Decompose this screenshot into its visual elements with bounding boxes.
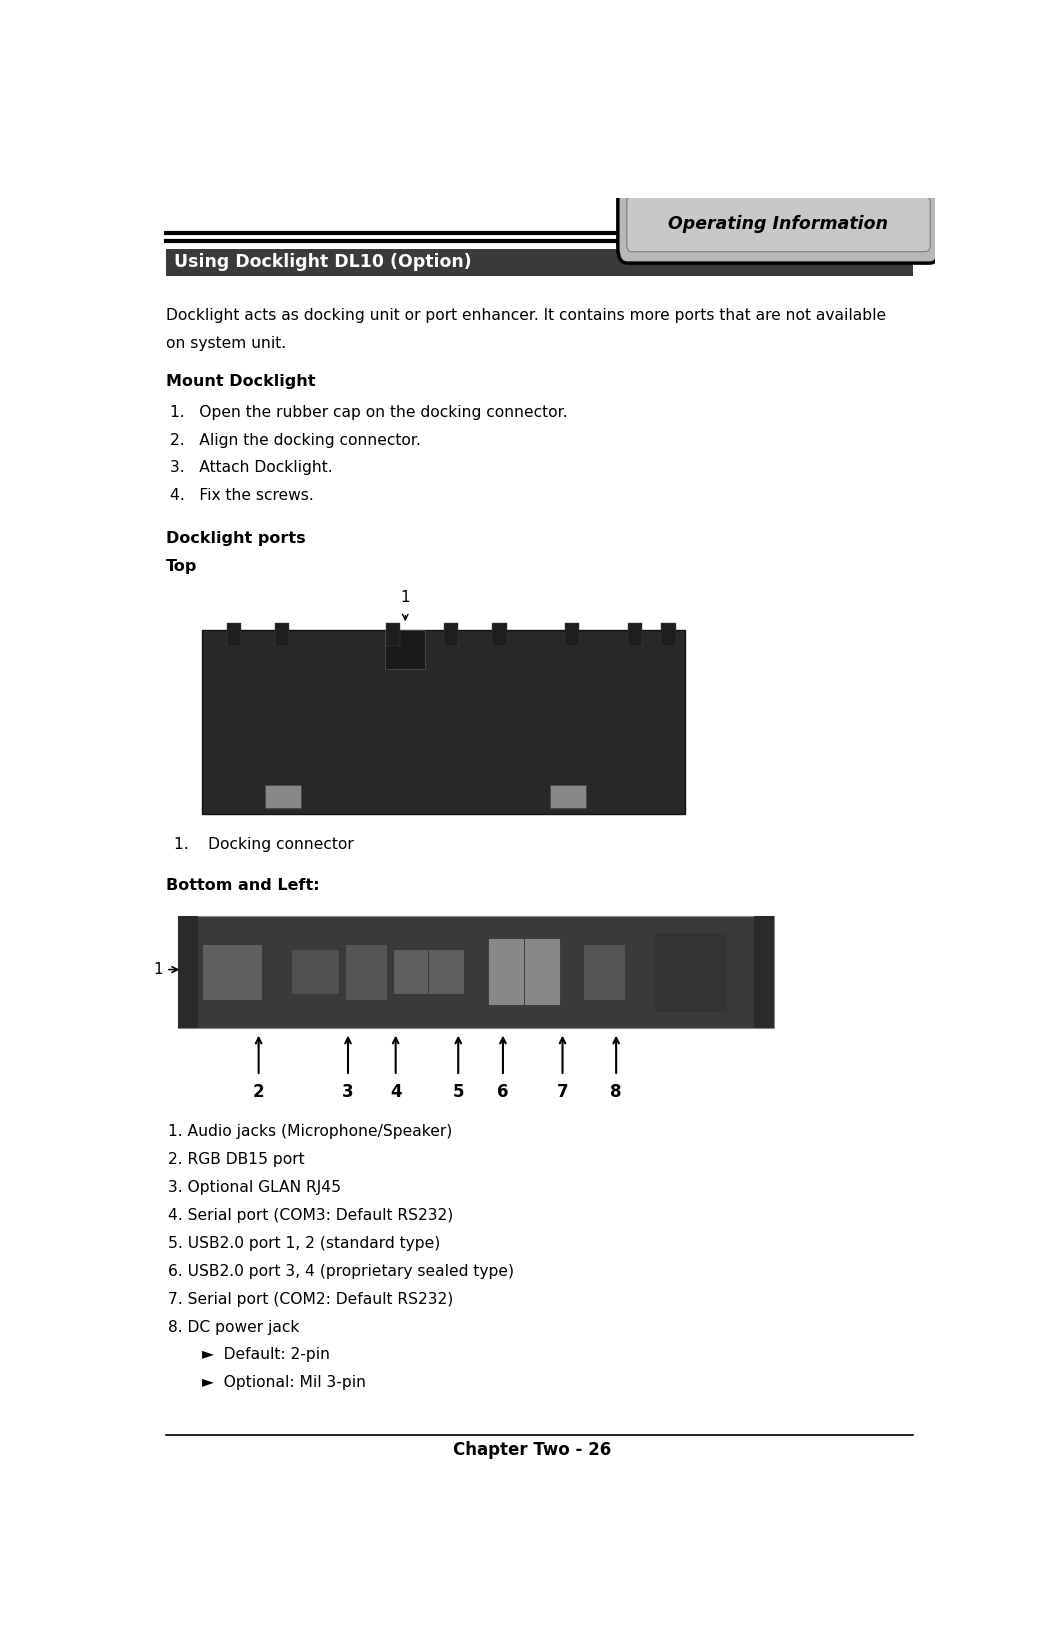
Text: 4: 4	[390, 1083, 401, 1101]
Text: 1: 1	[400, 590, 410, 605]
Text: 1.    Docking connector: 1. Docking connector	[175, 837, 354, 852]
Text: ►  Optional: Mil 3-pin: ► Optional: Mil 3-pin	[203, 1376, 367, 1391]
Bar	[628, 623, 642, 646]
Text: ►  Default: 2-pin: ► Default: 2-pin	[203, 1348, 330, 1363]
Bar	[179, 916, 198, 1028]
Text: 7. Serial port (COM2: Default RS232): 7. Serial port (COM2: Default RS232)	[167, 1292, 453, 1307]
Text: on system unit.: on system unit.	[166, 336, 286, 351]
Text: 1. Audio jacks (Microphone/Speaker): 1. Audio jacks (Microphone/Speaker)	[167, 1124, 452, 1139]
Bar	[444, 623, 458, 646]
Bar	[166, 249, 912, 277]
Text: 2.   Align the docking connector.: 2. Align the docking connector.	[170, 432, 421, 448]
Text: 2: 2	[252, 1083, 265, 1101]
Text: 5: 5	[453, 1083, 464, 1101]
Text: Bottom and Left:: Bottom and Left:	[166, 878, 320, 893]
Bar	[345, 944, 387, 1000]
Text: 3.   Attach Docklight.: 3. Attach Docklight.	[170, 460, 332, 475]
Bar	[754, 916, 774, 1028]
FancyBboxPatch shape	[627, 196, 930, 252]
Bar	[202, 944, 262, 1000]
Text: Mount Docklight: Mount Docklight	[166, 374, 316, 389]
Bar	[524, 938, 560, 1005]
Bar	[385, 631, 425, 669]
Bar	[265, 786, 301, 808]
Text: 2. RGB DB15 port: 2. RGB DB15 port	[167, 1152, 304, 1167]
Bar	[655, 933, 726, 1010]
Bar	[274, 623, 289, 646]
Text: 1.   Open the rubber cap on the docking connector.: 1. Open the rubber cap on the docking co…	[170, 405, 567, 420]
Text: Top: Top	[166, 559, 197, 575]
Text: 5. USB2.0 port 1, 2 (standard type): 5. USB2.0 port 1, 2 (standard type)	[167, 1236, 439, 1251]
Text: 8: 8	[610, 1083, 622, 1101]
Text: Docklight acts as docking unit or port enhancer. It contains more ports that are: Docklight acts as docking unit or port e…	[166, 308, 886, 323]
FancyBboxPatch shape	[618, 185, 939, 264]
Bar	[385, 623, 400, 646]
Bar	[203, 631, 686, 814]
Text: Docklight ports: Docklight ports	[166, 532, 305, 547]
Bar	[227, 623, 241, 646]
Bar	[661, 623, 675, 646]
Bar	[565, 623, 579, 646]
Bar	[179, 916, 774, 1028]
Bar	[583, 944, 625, 1000]
Bar	[393, 949, 428, 994]
Bar	[492, 623, 507, 646]
Text: 4. Serial port (COM3: Default RS232): 4. Serial port (COM3: Default RS232)	[167, 1208, 453, 1223]
Text: 1: 1	[153, 962, 163, 977]
Text: 3: 3	[342, 1083, 354, 1101]
Bar	[291, 949, 339, 994]
Bar	[488, 938, 524, 1005]
Text: 7: 7	[557, 1083, 568, 1101]
Text: 6. USB2.0 port 3, 4 (proprietary sealed type): 6. USB2.0 port 3, 4 (proprietary sealed …	[167, 1264, 513, 1279]
Text: Chapter Two - 26: Chapter Two - 26	[453, 1442, 612, 1460]
Text: Operating Information: Operating Information	[668, 214, 888, 232]
Text: 8. DC power jack: 8. DC power jack	[167, 1320, 299, 1335]
Text: Using Docklight DL10 (Option): Using Docklight DL10 (Option)	[175, 254, 472, 272]
Bar	[551, 786, 586, 808]
Text: 6: 6	[498, 1083, 509, 1101]
Text: 3. Optional GLAN RJ45: 3. Optional GLAN RJ45	[167, 1180, 341, 1195]
Bar	[428, 949, 464, 994]
Text: 4.   Fix the screws.: 4. Fix the screws.	[170, 488, 314, 503]
